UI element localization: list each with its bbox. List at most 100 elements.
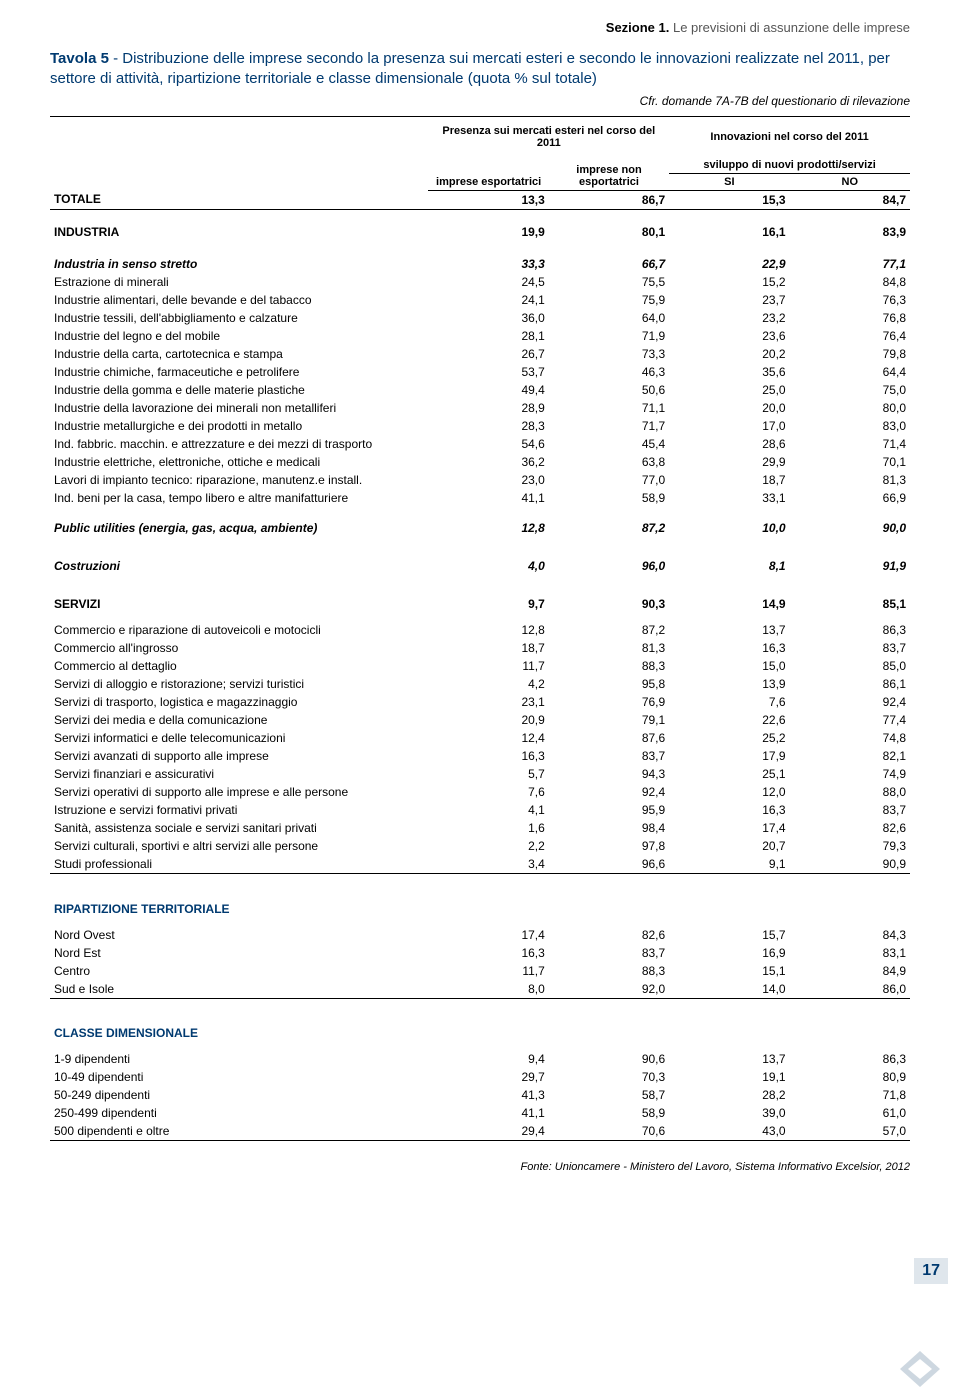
row-value: 64,0 [549,309,669,327]
table-row: 500 dipendenti e oltre29,470,643,057,0 [50,1122,910,1141]
table-row: Sanità, assistenza sociale e servizi san… [50,819,910,837]
table-row: Nord Ovest17,482,615,784,3 [50,926,910,944]
row-value: 75,0 [790,381,910,399]
table-row: 250-499 dipendenti41,158,939,061,0 [50,1104,910,1122]
row-value: 70,1 [790,453,910,471]
row-value: 20,9 [428,711,548,729]
row-value: 20,2 [669,345,789,363]
row-value: 16,3 [428,944,548,962]
row-value: 84,7 [790,190,910,209]
row-value: 64,4 [790,363,910,381]
row-value: 71,4 [790,435,910,453]
row-value: 29,9 [669,453,789,471]
section-number: Sezione 1. [606,20,670,35]
row-value: 8,0 [428,980,548,999]
row-value: 20,7 [669,837,789,855]
row-value: 15,3 [669,190,789,209]
table-row: Servizi operativi di supporto alle impre… [50,783,910,801]
table-row: Industria in senso stretto33,366,722,977… [50,255,910,273]
row-value: 95,9 [549,801,669,819]
row-label: Servizi culturali, sportivi e altri serv… [50,837,428,855]
row-value: 76,8 [790,309,910,327]
row-value: 15,0 [669,657,789,675]
row-label: Commercio e riparazione di autoveicoli e… [50,621,428,639]
row-value: 82,1 [790,747,910,765]
row-value: 71,1 [549,399,669,417]
row-label: 250-499 dipendenti [50,1104,428,1122]
row-value: 26,7 [428,345,548,363]
row-value: 28,3 [428,417,548,435]
table-row: Istruzione e servizi formativi privati4,… [50,801,910,819]
row-value: 54,6 [428,435,548,453]
row-value: 36,0 [428,309,548,327]
table-row: Industrie della lavorazione dei minerali… [50,399,910,417]
row-label: Industrie elettriche, elettroniche, otti… [50,453,428,471]
row-value: 25,2 [669,729,789,747]
row-label: Lavori di impianto tecnico: riparazione,… [50,471,428,489]
row-label: Ind. fabbric. macchin. e attrezzature e … [50,435,428,453]
table-row: Industrie alimentari, delle bevande e de… [50,291,910,309]
row-value: 75,5 [549,273,669,291]
row-value: 7,6 [428,783,548,801]
row-value: 7,6 [669,693,789,711]
row-label: Servizi di alloggio e ristorazione; serv… [50,675,428,693]
tavola-desc: - Distribuzione delle imprese secondo la… [50,50,890,87]
row-value: 2,2 [428,837,548,855]
row-value: 76,4 [790,327,910,345]
row-value: 73,3 [549,345,669,363]
row-value: 53,7 [428,363,548,381]
row-value: 18,7 [428,639,548,657]
row-value: 33,1 [669,489,789,507]
table-row: Servizi dei media e della comunicazione2… [50,711,910,729]
row-value: 19,9 [428,223,548,241]
row-value: 9,4 [428,1050,548,1068]
row-value: 28,2 [669,1086,789,1104]
row-label: TOTALE [50,190,428,209]
row-value: 77,0 [549,471,669,489]
table-row: Commercio all'ingrosso18,781,316,383,7 [50,639,910,657]
row-value: 1,6 [428,819,548,837]
row-label: Servizi dei media e della comunicazione [50,711,428,729]
row-value [549,1012,669,1050]
row-value: 85,0 [790,657,910,675]
row-value: 13,3 [428,190,548,209]
page-number: 17 [914,1258,948,1284]
table-row: Servizi finanziari e assicurativi5,794,3… [50,765,910,783]
row-value [669,1012,789,1050]
row-value: 77,1 [790,255,910,273]
row-value: 87,2 [549,507,669,545]
row-value: 80,9 [790,1068,910,1086]
row-value: 23,6 [669,327,789,345]
row-value: 16,3 [669,639,789,657]
row-value: 88,0 [790,783,910,801]
row-label: Servizi avanzati di supporto alle impres… [50,747,428,765]
row-value: 76,3 [790,291,910,309]
row-value: 39,0 [669,1104,789,1122]
row-value: 86,3 [790,1050,910,1068]
table-row: Servizi di trasporto, logistica e magazz… [50,693,910,711]
row-value: 79,3 [790,837,910,855]
table-row: RIPARTIZIONE TERRITORIALE [50,888,910,926]
row-label: Industrie tessili, dell'abbigliamento e … [50,309,428,327]
row-value [428,1012,548,1050]
row-value [669,888,789,926]
row-value: 96,0 [549,545,669,583]
row-value: 90,0 [790,507,910,545]
row-value: 83,7 [790,801,910,819]
row-value: 23,2 [669,309,789,327]
row-value: 5,7 [428,765,548,783]
row-value: 63,8 [549,453,669,471]
table-row: Commercio al dettaglio11,788,315,085,0 [50,657,910,675]
row-value: 14,0 [669,980,789,999]
row-label: Servizi informatici e delle telecomunica… [50,729,428,747]
row-label: 50-249 dipendenti [50,1086,428,1104]
row-label: Commercio al dettaglio [50,657,428,675]
table-row: Servizi di alloggio e ristorazione; serv… [50,675,910,693]
row-value: 90,9 [790,855,910,874]
table-row: Servizi culturali, sportivi e altri serv… [50,837,910,855]
table-row [50,874,910,888]
tavola-number: Tavola 5 [50,50,109,67]
row-value: 90,3 [549,583,669,621]
row-value: 3,4 [428,855,548,874]
table-row: CLASSE DIMENSIONALE [50,1012,910,1050]
